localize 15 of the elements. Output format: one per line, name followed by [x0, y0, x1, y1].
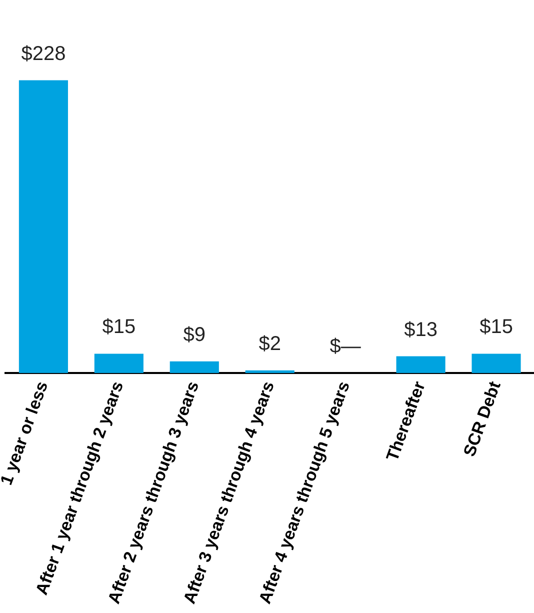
bar: [18, 80, 68, 373]
data-label: $15: [480, 316, 513, 338]
data-label: $15: [102, 316, 136, 338]
x-tick-label: 1 year or less: [0, 378, 52, 488]
data-label: $228: [21, 42, 66, 65]
data-label: $—: [330, 335, 361, 358]
bar: [94, 354, 144, 373]
data-label: $13: [404, 318, 438, 341]
data-label: $9: [183, 324, 206, 346]
bar: [170, 361, 219, 373]
bar: [472, 354, 521, 373]
bar: [245, 370, 294, 373]
bar: [396, 356, 446, 373]
data-label: $2: [258, 332, 281, 355]
x-tick-label: SCR Debt: [460, 378, 505, 460]
